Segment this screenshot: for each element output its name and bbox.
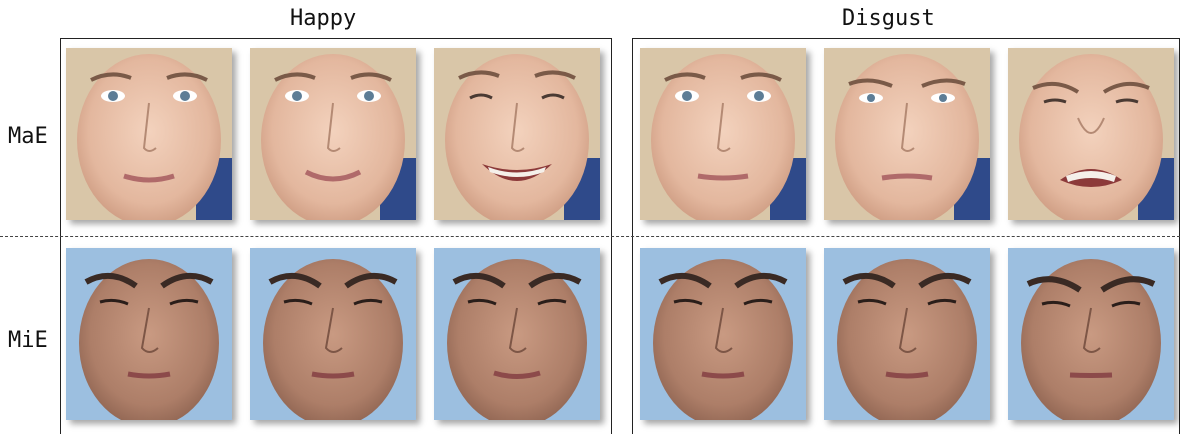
disgust-mie-face-3 — [1008, 248, 1174, 420]
happy-mie-face-3 — [434, 248, 600, 420]
row-label-mie: MiE — [8, 328, 48, 353]
happy-mae-face-2 — [250, 48, 416, 220]
happy-mae-face-1 — [66, 48, 232, 220]
disgust-mae-face-3 — [1008, 48, 1174, 220]
row-label-mae: MaE — [8, 124, 48, 149]
column-title-happy: Happy — [290, 6, 357, 31]
happy-mae-face-3 — [434, 48, 600, 220]
disgust-mae-face-2 — [824, 48, 990, 220]
row-divider — [0, 236, 1180, 237]
disgust-mie-face-2 — [824, 248, 990, 420]
column-title-disgust: Disgust — [842, 6, 935, 31]
disgust-mae-face-1 — [640, 48, 806, 220]
happy-mie-face-1 — [66, 248, 232, 420]
disgust-mie-face-1 — [640, 248, 806, 420]
happy-mie-face-2 — [250, 248, 416, 420]
